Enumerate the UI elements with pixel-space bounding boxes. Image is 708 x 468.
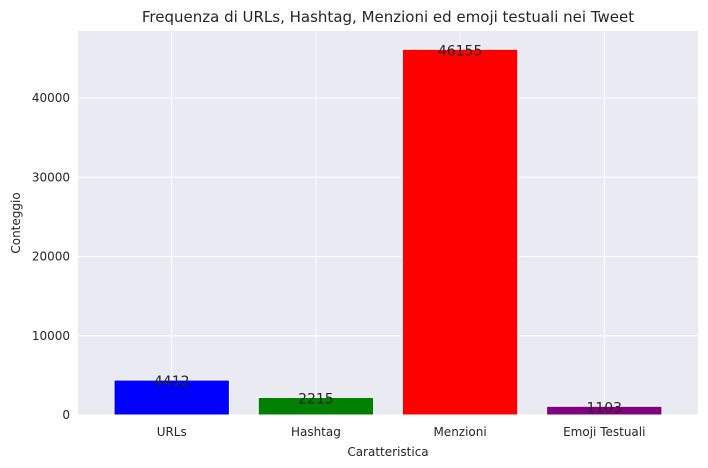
y-tick-label: 0 (62, 408, 70, 422)
x-tick-label: Hashtag (291, 425, 341, 439)
x-tick-label: Menzioni (433, 425, 486, 439)
bar-value-label: 1103 (586, 400, 622, 416)
y-tick-label: 40000 (32, 91, 70, 105)
y-axis-label: Conteggio (9, 192, 23, 253)
x-tick-labels: URLs Hashtag Menzioni Emoji Testuali (157, 425, 646, 439)
data-labels: 4412 2215 46155 1103 (154, 43, 622, 416)
bars (113, 48, 663, 416)
y-tick-label: 30000 (32, 170, 70, 184)
bar-value-label: 2215 (298, 391, 334, 407)
y-tick-label: 20000 (32, 250, 70, 264)
bar-value-label: 4412 (154, 374, 190, 390)
grid-lines (78, 31, 698, 416)
x-tick-label: URLs (157, 425, 187, 439)
y-tick-label: 10000 (32, 329, 70, 343)
bar-value-label: 46155 (438, 43, 483, 59)
x-tick-label: Emoji Testuali (563, 425, 645, 439)
chart-title: Frequenza di URLs, Hashtag, Menzioni ed … (142, 8, 634, 26)
bar-emoji-testuali (546, 405, 663, 416)
bar-urls (113, 379, 230, 416)
plot-area (78, 31, 698, 415)
x-axis-label: Caratteristica (347, 445, 428, 459)
y-tick-labels: 0 10000 20000 30000 40000 (32, 91, 70, 422)
bar-menzioni (401, 48, 519, 416)
bar-hashtag (257, 396, 375, 416)
